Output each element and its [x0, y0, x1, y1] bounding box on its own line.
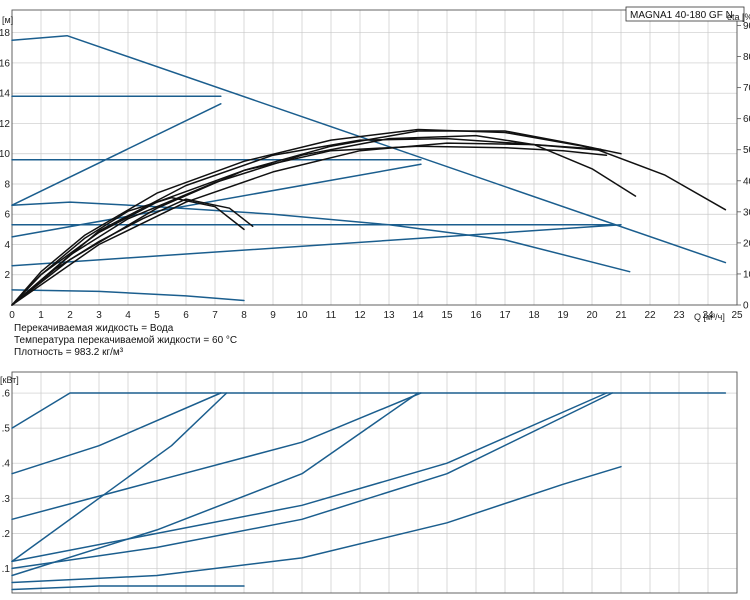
efficiency-axis-unit: eta [%] [727, 12, 750, 22]
x-tick-label: 7 [212, 310, 218, 321]
power-tick-label: .5 [2, 424, 11, 435]
power-tick-label: .3 [2, 494, 11, 505]
head-series-16 [11, 130, 622, 306]
head-plot-frame [11, 9, 738, 306]
x-tick-label: 15 [441, 310, 453, 321]
head-chart-series [11, 34, 727, 306]
x-tick-label: 11 [326, 310, 337, 321]
x-tick-label: 4 [125, 310, 131, 321]
head-tick-label: 2 [4, 270, 10, 281]
x-tick-label: 6 [183, 310, 189, 321]
head-series-8 [11, 224, 622, 267]
head-tick-label: 10 [0, 149, 10, 160]
head-series-17 [11, 137, 602, 306]
power-chart-series [11, 392, 727, 591]
x-tick-label: 5 [154, 310, 160, 321]
flow-axis-unit: Q [м³/ч] [694, 312, 725, 322]
fluid-info-type: Перекачиваемая жидкость = Вода [14, 323, 174, 334]
power-tick-label: .6 [2, 389, 11, 400]
head-chart-tick-labels: 0 1 2 3 4 5 6 7 8 9 10 11 12 13 14 15 16 17 18 19 20 21 22 23 24… [0, 21, 750, 321]
head-tick-label: 6 [4, 210, 10, 221]
head-series-1 [11, 34, 727, 264]
head-series-9 [11, 289, 245, 302]
efficiency-tick-label: 50 [743, 145, 750, 156]
x-tick-label: 23 [673, 310, 685, 321]
x-tick-label: 14 [412, 310, 424, 321]
x-tick-label: 19 [557, 310, 569, 321]
x-tick-label: 9 [270, 310, 276, 321]
x-tick-label: 12 [354, 310, 366, 321]
power-tick-label: .1 [2, 564, 11, 575]
x-tick-label: 10 [296, 310, 308, 321]
head-axis-unit: [м] [2, 15, 13, 25]
head-chart-grid [11, 9, 738, 306]
efficiency-tick-label: 0 [743, 301, 749, 312]
head-series-12 [11, 134, 637, 306]
head-series-4 [11, 103, 222, 206]
power-series-2 [11, 392, 222, 475]
power-plot-frame [11, 371, 738, 594]
efficiency-tick-label: 70 [743, 83, 750, 94]
power-chart-grid [11, 371, 738, 594]
x-tick-label: 21 [615, 310, 627, 321]
x-tick-label: 3 [96, 310, 102, 321]
x-tick-label: 24 [702, 310, 714, 321]
x-tick-label: 25 [731, 310, 743, 321]
power-tick-label: .2 [2, 529, 11, 540]
x-tick-label: 18 [528, 310, 540, 321]
head-tick-label: 16 [0, 58, 10, 69]
power-tick-label: .4 [2, 459, 11, 470]
power-series-5 [11, 392, 419, 577]
x-tick-label: 20 [586, 310, 598, 321]
model-label: MAGNA1 40-180 GF N [630, 10, 733, 21]
efficiency-tick-label: 20 [743, 238, 750, 249]
x-tick-label: 22 [644, 310, 656, 321]
x-tick-label: 16 [470, 310, 482, 321]
head-tick-label: 12 [0, 119, 10, 130]
head-tick-label: 14 [0, 89, 10, 100]
efficiency-tick-label: 40 [743, 176, 750, 187]
power-series-1 [11, 392, 727, 429]
power-chart-tick-labels: .1 .2 .3 .4 .5 .6 [2, 389, 11, 575]
head-series-11 [11, 145, 608, 306]
power-series-9 [11, 585, 245, 591]
head-series-13 [11, 196, 245, 306]
head-tick-label: 8 [4, 179, 10, 190]
fluid-info-temperature: Температура перекачиваемой жидкости = 60… [14, 335, 238, 346]
model-label-box [625, 6, 745, 22]
power-series-7 [11, 392, 614, 570]
x-tick-label: 8 [241, 310, 247, 321]
fluid-info-density: Плотность = 983.2 кг/м³ [14, 347, 124, 358]
x-tick-label: 2 [67, 310, 73, 321]
x-tick-label: 1 [38, 310, 44, 321]
power-series-3 [11, 392, 422, 521]
efficiency-tick-label: 60 [743, 114, 750, 125]
x-tick-label: 17 [499, 310, 511, 321]
x-tick-label: 0 [9, 310, 15, 321]
power-series-4 [11, 392, 228, 563]
efficiency-tick-label: 30 [743, 207, 750, 218]
head-series-10 [11, 128, 727, 306]
head-tick-label: 18 [0, 28, 10, 39]
efficiency-tick-label: 80 [743, 52, 750, 63]
efficiency-tick-label: 10 [743, 269, 750, 280]
head-series-6 [11, 201, 631, 273]
efficiency-tick-label: 90 [743, 21, 750, 32]
head-tick-label: 4 [4, 240, 10, 251]
power-axis-unit: [кВт] [0, 375, 19, 385]
power-series-6 [11, 392, 608, 563]
x-tick-label: 13 [383, 310, 395, 321]
power-series-8 [11, 465, 622, 584]
